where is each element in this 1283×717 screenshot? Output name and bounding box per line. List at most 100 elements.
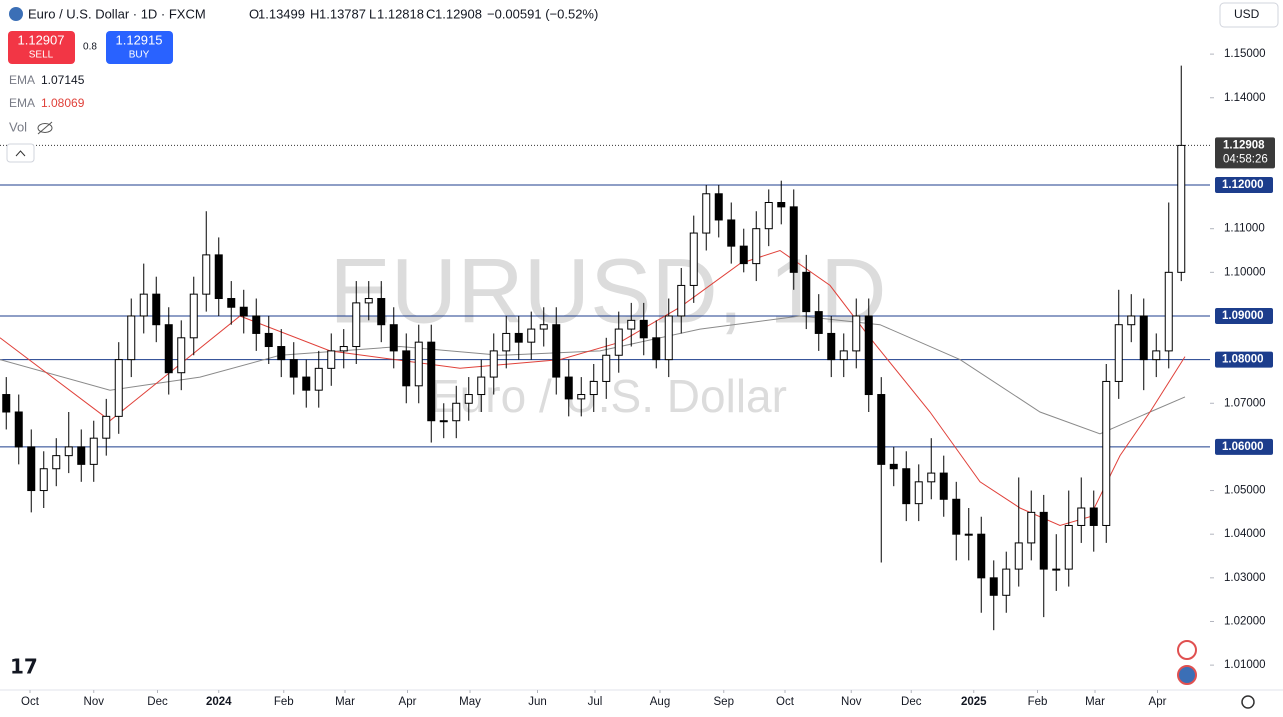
legend-value: 1.08069 [41,96,85,110]
x-tick-label: Dec [901,696,922,708]
candle-body [1052,568,1061,571]
candle-body [177,337,186,374]
x-tick-label: Dec [147,696,168,708]
candle-body [252,315,261,334]
level-label-box [1215,438,1273,455]
candle-body [1164,271,1173,352]
candle-body [227,298,236,308]
last-price-box [1215,137,1275,169]
x-tick-label: Feb [1028,696,1048,708]
candle-body [27,446,36,492]
symbol: Euro / U.S. Dollar · 1D · FXCM [28,6,206,21]
ohlc-value: 1.13787 [319,6,366,21]
y-tick-label: 1.05000 [1224,485,1266,497]
symbol-icon [9,7,23,21]
x-tick-label: Apr [399,696,417,708]
legend-name: EMA [9,96,35,110]
y-tick-label: 1.14000 [1224,92,1266,104]
candle-body [239,306,248,317]
candle-body [539,324,548,330]
candle-body [939,472,948,500]
currency-button[interactable] [1219,2,1279,28]
candle-body [789,206,798,273]
level-label: 1.08000 [1222,354,1264,366]
candle-body [1039,511,1048,570]
candle-body [489,350,498,378]
candle-body [1102,380,1111,526]
candle-body [677,284,686,317]
candle-body [114,359,123,417]
candle-body [52,455,61,470]
candle-body [277,346,286,361]
candle-body [1014,542,1023,570]
candle-body [902,468,911,505]
candle-body [1177,144,1186,273]
ema-line [0,315,1186,435]
ohlc-label: O [249,6,259,21]
buy-price: 1.12915 [116,32,163,47]
candle-body [77,446,86,465]
candle-body [502,332,511,352]
candle-body [777,202,786,208]
x-tick-label: Jul [588,696,603,708]
candle-body [802,271,811,313]
candle-body [327,350,336,369]
candle-body [652,337,661,361]
ohlc-label: H [310,6,319,21]
ohlc-value: 1.12908 [435,6,482,21]
event-icon[interactable] [1177,640,1197,660]
candle-body [727,219,736,247]
candle-body [289,359,298,378]
logo: 𝟭𝟳 [10,656,38,678]
buy-button[interactable] [106,31,173,64]
x-tick-label: Mar [1085,696,1105,708]
ohlc-value: 1.13499 [258,6,305,21]
spread: 0.8 [83,42,97,53]
level-label: 1.12000 [1222,179,1264,191]
candle-body [1152,350,1161,361]
candle-body [414,341,423,387]
level-label: 1.09000 [1222,310,1264,322]
candle-body [477,376,486,396]
candle-body [952,498,961,535]
y-tick-label: 1.02000 [1224,616,1266,628]
collapse-button[interactable] [6,143,35,163]
candle-body [2,394,11,413]
event-icon[interactable] [1177,665,1197,685]
currency: USD [1234,7,1260,21]
candle-body [102,415,111,439]
candle-body [89,437,98,465]
hide-icon[interactable] [37,121,53,135]
candle-body [577,394,586,400]
candle-body [164,324,173,374]
candle-body [189,293,198,339]
candle-body [1077,507,1086,526]
y-tick-label: 1.01000 [1224,659,1266,671]
candle-body [639,319,648,339]
x-tick-label: Nov [841,696,862,708]
candle-body [1127,315,1136,326]
candle-body [302,376,311,391]
ohlc-label: C [426,6,435,21]
x-tick-label: Mar [335,696,355,708]
candle-body [152,293,161,326]
x-tick-label: Apr [1149,696,1167,708]
x-tick-label: 2024 [206,696,232,708]
x-tick-label: Nov [84,696,105,708]
candle-body [1064,524,1073,570]
candle-body [977,533,986,579]
candle-body [202,254,211,295]
candle-body [214,254,223,300]
candle-body [14,411,23,448]
sell-price: 1.12907 [18,32,65,47]
candle-body [1002,568,1011,596]
candle-body [364,298,373,304]
candle-body [602,354,611,382]
settings-icon[interactable] [1241,695,1255,709]
candle-body [827,332,836,361]
candle-body [964,533,973,536]
level-label-box [1215,351,1273,368]
sell-button[interactable] [8,31,75,64]
legend-value: 1.07145 [41,73,85,87]
candle-body [852,315,861,352]
